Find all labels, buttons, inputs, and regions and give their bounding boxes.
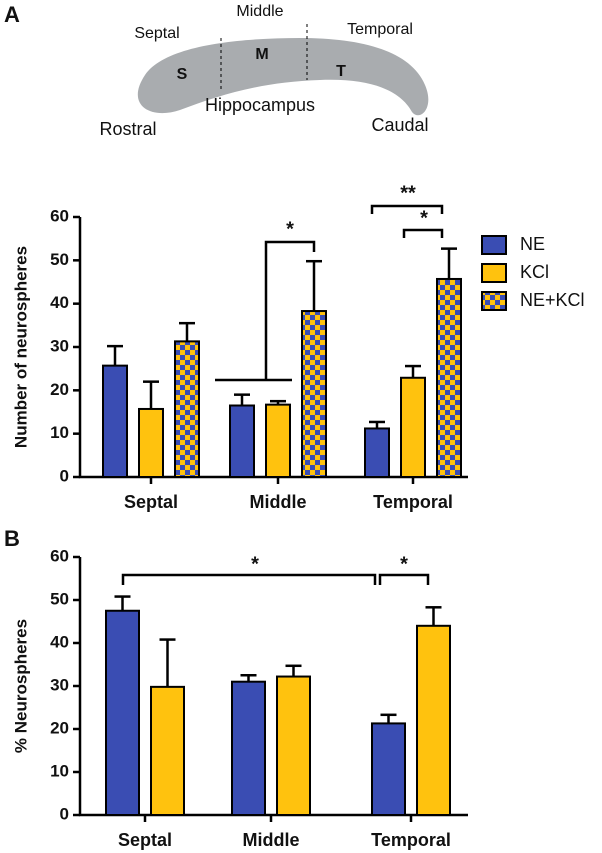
sig-label: ** <box>400 182 416 204</box>
panel-label: B <box>4 526 20 551</box>
hippocampus-shape <box>137 38 429 116</box>
bar <box>416 624 451 816</box>
x-tick-label: Temporal <box>371 830 451 850</box>
y-axis-label: Number of neurospheres <box>11 246 30 448</box>
bar <box>301 310 327 478</box>
bar <box>174 340 200 478</box>
legend-swatch <box>481 291 507 311</box>
y-tick-label: 50 <box>50 589 69 608</box>
bar <box>265 403 291 478</box>
y-tick-label: 0 <box>60 466 69 485</box>
x-tick-label: Septal <box>124 492 178 512</box>
bar <box>150 685 185 816</box>
x-tick-label: Temporal <box>373 492 453 512</box>
structure-label: Hippocampus <box>205 95 315 115</box>
region-label: Temporal <box>347 21 413 38</box>
legend-swatch <box>481 263 507 283</box>
region-letter: S <box>177 66 188 83</box>
bar <box>276 675 311 816</box>
legend-label: KCl <box>520 262 549 282</box>
sig-label: * <box>251 553 259 575</box>
panel-label: A <box>4 2 20 27</box>
y-axis-label: % Neurospheres <box>11 619 30 753</box>
x-tick-label: Middle <box>243 830 300 850</box>
y-tick-label: 40 <box>50 632 69 651</box>
y-tick-label: 50 <box>50 250 69 269</box>
legend-label: NE+KCl <box>520 290 585 310</box>
bar <box>102 364 128 478</box>
legend-label: NE <box>520 234 545 254</box>
x-tick-label: Middle <box>250 492 307 512</box>
sig-label: * <box>286 218 294 240</box>
bar <box>138 407 164 479</box>
y-tick-label: 30 <box>50 336 69 355</box>
y-tick-label: 20 <box>50 380 69 399</box>
legend-swatch <box>481 235 507 255</box>
y-tick-label: 10 <box>50 423 69 442</box>
end-label: Caudal <box>371 115 428 135</box>
region-label: Septal <box>134 25 179 42</box>
x-tick-label: Septal <box>118 830 172 850</box>
y-tick-label: 0 <box>60 804 69 823</box>
bar <box>364 427 390 479</box>
y-tick-label: 60 <box>50 206 69 225</box>
y-tick-label: 10 <box>50 761 69 780</box>
y-tick-label: 30 <box>50 675 69 694</box>
axis <box>78 557 468 817</box>
bar <box>436 277 462 479</box>
end-label: Rostral <box>99 119 156 139</box>
region-letter: T <box>336 63 346 80</box>
sig-bracket <box>402 228 444 238</box>
bar <box>371 722 406 816</box>
sig-label: * <box>420 207 428 229</box>
bar <box>231 680 266 817</box>
region-label: Middle <box>236 3 283 20</box>
sig-bracket <box>370 204 444 214</box>
sig-bracket <box>215 240 316 382</box>
y-tick-label: 60 <box>50 546 69 565</box>
y-tick-label: 40 <box>50 293 69 312</box>
y-tick-label: 20 <box>50 718 69 737</box>
sig-label: * <box>400 553 408 575</box>
bar <box>229 404 255 478</box>
bar <box>105 609 140 816</box>
region-letter: M <box>255 46 268 63</box>
sig-bracket <box>121 573 430 585</box>
axis <box>78 217 468 479</box>
bar <box>400 376 426 478</box>
